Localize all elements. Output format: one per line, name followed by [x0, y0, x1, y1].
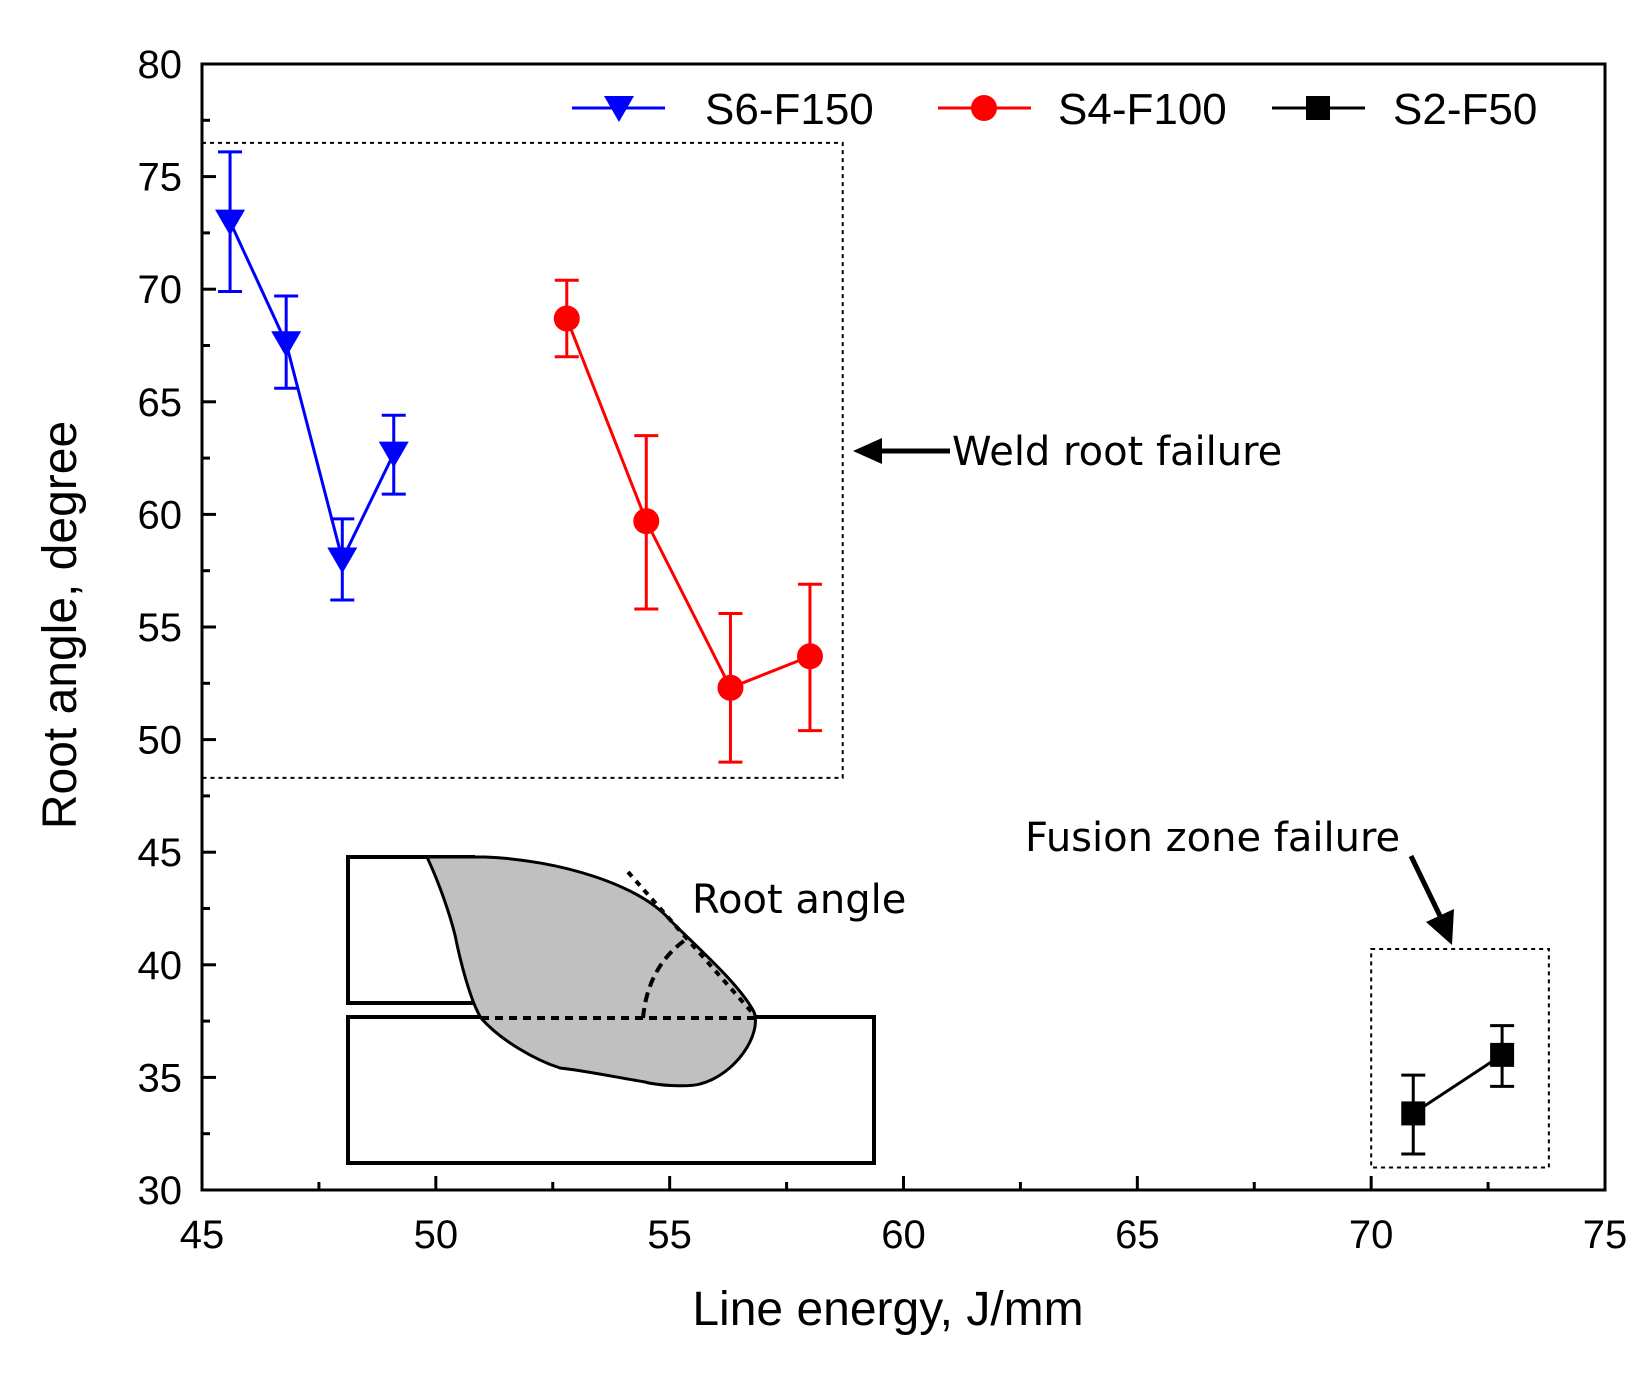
- series-S6-F150: [215, 150, 409, 602]
- series-line-S4-F100: [565, 317, 811, 690]
- fusion-zone-arrow-head: [1426, 909, 1454, 945]
- data-point-S4-F100-0: [553, 305, 580, 332]
- y-tick-label-45: 45: [138, 831, 183, 875]
- data-point-S6-F150-1: [271, 331, 302, 358]
- legend-label-s2: S2-F50: [1393, 85, 1537, 134]
- data-point-S6-F150-2: [327, 547, 358, 574]
- fusion-zone-arrow-shaft: [1408, 854, 1444, 920]
- y-tick-label-40: 40: [138, 944, 183, 988]
- x-axis-title: Line energy, J/mm: [692, 1283, 1083, 1336]
- series-S2-F50: [1401, 1024, 1515, 1156]
- data-point-S4-F100-3: [796, 643, 823, 670]
- x-tick-label-65: 65: [1115, 1213, 1160, 1257]
- x-tick-label-55: 55: [647, 1213, 692, 1257]
- y-tick-label-75: 75: [138, 156, 183, 200]
- y-tick-label-55: 55: [138, 606, 183, 650]
- y-axis-title: Root angle, degree: [34, 421, 87, 829]
- data-point-S2-F50-1: [1490, 1042, 1515, 1067]
- weld-root-failure-label: Weld root failure: [952, 429, 1282, 475]
- legend-label-s4: S4-F100: [1058, 85, 1227, 134]
- y-tick-label-60: 60: [138, 493, 183, 537]
- y-tick-label-50: 50: [138, 719, 183, 763]
- data-series: [215, 150, 1515, 1156]
- legend: S6-F150 S4-F100 S2-F50: [572, 85, 1537, 134]
- root-tangent-dotted: [626, 870, 759, 1020]
- data-point-S2-F50-0: [1401, 1101, 1426, 1126]
- series-line-S2-F50: [1412, 1053, 1503, 1115]
- data-point-S4-F100-2: [717, 674, 744, 701]
- weld-schematic-inset: [346, 855, 876, 1165]
- y-tick-label-65: 65: [138, 381, 183, 425]
- legend-label-s6: S6-F150: [705, 85, 874, 134]
- root-angle-arc: [641, 936, 690, 1019]
- legend-marker-s4: [971, 95, 997, 121]
- axes: 45 50 55 60 65 70 75 30 35 40 45 50 55 60 65 70 75 80: [138, 43, 1628, 1257]
- series-line-S6-F150: [228, 221, 396, 564]
- x-tick-label-45: 45: [180, 1213, 225, 1257]
- x-tick-label-60: 60: [881, 1213, 926, 1257]
- x-tick-label-70: 70: [1349, 1213, 1394, 1257]
- y-tick-label-35: 35: [138, 1056, 183, 1100]
- fusion-zone-failure-label: Fusion zone failure: [1025, 815, 1400, 861]
- annotations: Weld root failure Fusion zone failure Ro…: [692, 429, 1454, 945]
- data-point-S6-F150-0: [215, 209, 246, 236]
- y-tick-label-70: 70: [138, 268, 183, 312]
- data-point-S6-F150-3: [378, 441, 409, 468]
- fusion-zone-failure-box: [1370, 948, 1550, 1169]
- data-point-S4-F100-1: [633, 508, 660, 535]
- legend-marker-s2: [1306, 96, 1330, 120]
- y-tick-label-30: 30: [138, 1169, 183, 1213]
- x-tick-label-50: 50: [414, 1213, 459, 1257]
- y-tick-label-80: 80: [138, 43, 183, 87]
- annotation-boxes: [201, 141, 1550, 1169]
- root-angle-label: Root angle: [692, 877, 906, 923]
- x-tick-label-75: 75: [1583, 1213, 1628, 1257]
- series-S4-F100: [553, 278, 823, 764]
- weld-root-arrow-head: [853, 438, 882, 464]
- legend-marker-s6: [604, 96, 634, 122]
